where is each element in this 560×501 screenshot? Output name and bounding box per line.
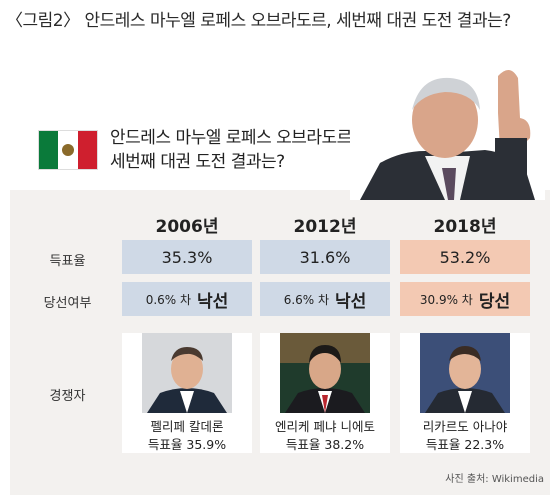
row-label-result: 당선여부 bbox=[43, 296, 92, 311]
result-margin: 0.6% 차 bbox=[145, 292, 192, 307]
year-2018: 2018년 bbox=[433, 217, 497, 237]
vote-share-2006: 35.3% bbox=[122, 240, 252, 274]
headline-line-1: 안드레스 마누엘 로페스 오브라도르, bbox=[110, 128, 357, 148]
rival-name: 펠리페 칼데론 bbox=[150, 419, 224, 434]
rival-portrait bbox=[280, 333, 370, 413]
result-2018: 30.9% 차 당선 bbox=[400, 282, 530, 316]
rival-portrait bbox=[142, 333, 232, 413]
rival-card: 리카르도 아나야 득표율 22.3% bbox=[400, 333, 530, 453]
result-margin: 30.9% 차 bbox=[419, 292, 473, 307]
rival-card: 펠리페 칼데론 득표율 35.9% bbox=[122, 333, 252, 453]
result-outcome: 당선 bbox=[478, 291, 511, 312]
result-outcome: 낙선 bbox=[197, 291, 229, 312]
year-2006: 2006년 bbox=[155, 217, 219, 237]
rival-name: 리카르도 아나야 bbox=[422, 419, 508, 434]
rival-name: 엔리케 페냐 니에토 bbox=[275, 419, 375, 434]
result-2012: 6.6% 차 낙선 bbox=[260, 282, 390, 316]
year-2012: 2012년 bbox=[293, 217, 357, 237]
vote-share-2012: 31.6% bbox=[260, 240, 390, 274]
rival-vote-share: 득표율 35.9% bbox=[147, 437, 227, 452]
row-label-rival: 경쟁자 bbox=[49, 389, 86, 404]
rival-card: 엔리케 페냐 니에토 득표율 38.2% bbox=[260, 333, 390, 453]
figure-title: 〈그림2〉 안드레스 마누엘 로페스 오브라도르, 세번째 대권 도전 결과는? bbox=[6, 11, 511, 31]
rival-portrait bbox=[420, 333, 510, 413]
photo-source: 사진 출처: Wikimedia bbox=[445, 474, 544, 485]
mexico-flag-icon bbox=[38, 130, 98, 170]
headline-line-2: 세번째 대권 도전 결과는? bbox=[110, 152, 285, 172]
hero-portrait bbox=[350, 58, 545, 200]
row-label-vote-share: 득표율 bbox=[49, 254, 86, 269]
rival-vote-share: 득표율 38.2% bbox=[285, 437, 365, 452]
result-2006: 0.6% 차 낙선 bbox=[122, 282, 252, 316]
vote-share-2018: 53.2% bbox=[400, 240, 530, 274]
rival-vote-share: 득표율 22.3% bbox=[425, 437, 505, 452]
headline: 안드레스 마누엘 로페스 오브라도르, 세번째 대권 도전 결과는? bbox=[110, 126, 357, 174]
result-margin: 6.6% 차 bbox=[283, 292, 330, 307]
result-outcome: 낙선 bbox=[335, 291, 367, 312]
